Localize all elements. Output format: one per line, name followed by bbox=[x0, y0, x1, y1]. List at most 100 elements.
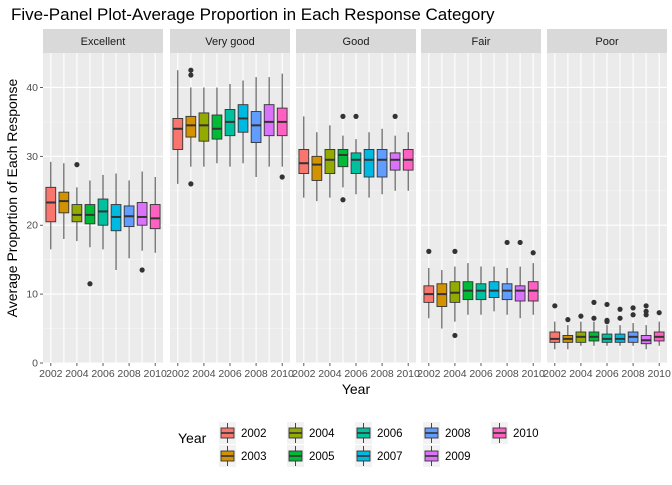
outlier-point bbox=[617, 306, 623, 312]
x-tick-label: 2002 bbox=[292, 368, 316, 380]
box-2002 bbox=[172, 70, 184, 184]
legend-title: Year bbox=[178, 430, 207, 446]
box-2009 bbox=[514, 239, 526, 319]
box-body bbox=[298, 148, 310, 175]
outlier-point bbox=[426, 248, 432, 254]
box-2002 bbox=[423, 248, 435, 319]
panel-strip-label: Poor bbox=[595, 36, 619, 48]
box-2007 bbox=[237, 80, 249, 164]
x-tick-label: 2010 bbox=[396, 368, 420, 380]
box-2009 bbox=[263, 77, 275, 167]
box-body bbox=[45, 186, 57, 223]
legend: Year 2002 2003 2004 2005 2006 2007 2008 2009 201… bbox=[178, 422, 539, 467]
box-2004 bbox=[71, 162, 83, 242]
box-2003 bbox=[311, 132, 323, 202]
box-2003 bbox=[185, 67, 197, 187]
box-2005 bbox=[337, 113, 349, 203]
outlier-point bbox=[578, 313, 584, 319]
legend-label: 2008 bbox=[445, 428, 471, 440]
y-tick-label: 40 bbox=[26, 82, 38, 94]
panel-strip-label: Very good bbox=[205, 36, 255, 48]
box-2003 bbox=[562, 317, 574, 350]
panel-strip bbox=[296, 29, 416, 53]
outlier-point bbox=[87, 281, 93, 287]
legend-key-2009: 2009 bbox=[423, 445, 471, 467]
x-tick-label: 2010 bbox=[270, 368, 294, 380]
outlier-point bbox=[74, 162, 80, 168]
box-2006 bbox=[601, 301, 613, 346]
outlier-point bbox=[188, 67, 194, 73]
outlier-point bbox=[392, 113, 398, 119]
legend-key-2002: 2002 bbox=[219, 422, 267, 444]
outlier-point bbox=[630, 312, 636, 318]
outlier-point bbox=[504, 239, 510, 246]
box-body bbox=[172, 117, 184, 150]
box-2009 bbox=[136, 171, 148, 273]
outlier-point bbox=[530, 250, 536, 256]
legend-key-2007: 2007 bbox=[355, 445, 403, 467]
x-tick-label: 2006 bbox=[469, 368, 493, 380]
box-2004 bbox=[449, 248, 461, 339]
outlier-point bbox=[279, 174, 285, 180]
outlier-point bbox=[591, 299, 597, 305]
box-2008 bbox=[501, 239, 513, 315]
x-tick-label: 2006 bbox=[595, 368, 619, 380]
x-tick-label: 2002 bbox=[39, 368, 63, 380]
box-2008 bbox=[250, 77, 262, 177]
box-2010 bbox=[402, 132, 414, 191]
box-2002 bbox=[45, 161, 57, 250]
outlier-point bbox=[552, 303, 558, 309]
box-body bbox=[250, 111, 262, 144]
x-tick-label: 2002 bbox=[166, 368, 190, 380]
box-2005 bbox=[211, 87, 223, 164]
legend-label: 2004 bbox=[309, 428, 335, 440]
panel-very-good: Very good 2002 2004 2006 2008 2010 bbox=[166, 29, 294, 380]
panel-strip bbox=[421, 29, 541, 53]
box-2008 bbox=[627, 305, 639, 346]
x-tick-label: 2006 bbox=[218, 368, 242, 380]
outlier-point bbox=[617, 315, 623, 321]
x-tick-label: 2008 bbox=[117, 368, 141, 380]
x-tick-label: 2008 bbox=[621, 368, 645, 380]
outlier-point bbox=[340, 197, 346, 203]
box-2010 bbox=[653, 310, 665, 346]
panel-strip-label: Good bbox=[343, 36, 370, 48]
box-2003 bbox=[58, 163, 70, 239]
box-body bbox=[389, 152, 401, 171]
box-body bbox=[211, 114, 223, 140]
box-body bbox=[71, 204, 83, 223]
box-2007 bbox=[363, 132, 375, 198]
outlier-point bbox=[643, 312, 649, 318]
box-body bbox=[488, 281, 500, 299]
legend-key-2010: 2010 bbox=[491, 422, 539, 444]
x-tick-label: 2002 bbox=[417, 368, 441, 380]
x-tick-label: 2008 bbox=[244, 368, 268, 380]
panel-strip bbox=[170, 29, 290, 53]
box-2002 bbox=[298, 116, 310, 198]
box-body bbox=[58, 191, 70, 214]
box-2010 bbox=[149, 177, 161, 253]
box-body bbox=[136, 202, 148, 226]
x-tick-label: 2002 bbox=[543, 368, 567, 380]
box-2009 bbox=[389, 113, 401, 191]
outlier-point bbox=[604, 301, 610, 308]
box-body bbox=[350, 152, 362, 175]
box-2007 bbox=[488, 266, 500, 312]
outlier-point bbox=[656, 310, 662, 316]
box-2004 bbox=[575, 313, 587, 346]
outlier-point bbox=[340, 113, 346, 119]
outlier-point bbox=[591, 315, 597, 321]
x-axis-title: Year bbox=[342, 381, 371, 397]
x-tick-label: 2004 bbox=[443, 368, 467, 380]
box-body bbox=[475, 283, 487, 301]
box-2005 bbox=[84, 180, 96, 287]
x-tick-label: 2008 bbox=[495, 368, 519, 380]
box-2006 bbox=[475, 266, 487, 315]
panel-strip bbox=[547, 29, 667, 53]
box-body bbox=[324, 148, 336, 175]
box-body bbox=[501, 283, 513, 301]
panel-fair: Fair 2002 2004 2006 2008 2010 bbox=[417, 29, 545, 380]
x-tick-label: 2008 bbox=[370, 368, 394, 380]
